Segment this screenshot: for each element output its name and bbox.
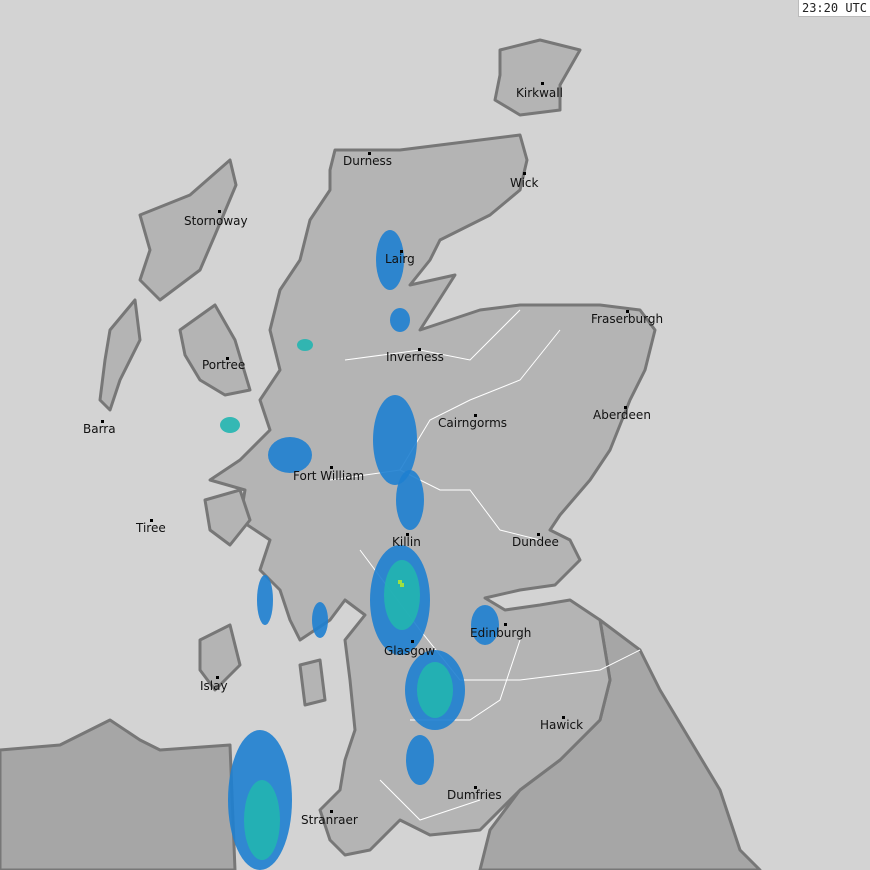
rain-cell bbox=[312, 602, 328, 638]
city-marker bbox=[562, 716, 565, 719]
rain-cell bbox=[376, 230, 404, 290]
islay bbox=[198, 623, 242, 692]
rain-cell bbox=[471, 605, 499, 645]
outer-hebrides bbox=[138, 158, 238, 302]
city-marker bbox=[368, 152, 371, 155]
city-label: Aberdeen bbox=[593, 408, 651, 422]
city-label: Inverness bbox=[386, 350, 444, 364]
city-label: Barra bbox=[83, 422, 116, 436]
rain-cell-heavy bbox=[398, 580, 402, 584]
city-label: Wick bbox=[510, 176, 539, 190]
city-marker bbox=[474, 786, 477, 789]
city-label: Cairngorms bbox=[438, 416, 508, 430]
city-label: Killin bbox=[392, 535, 421, 549]
mull bbox=[203, 488, 252, 547]
city-marker bbox=[411, 640, 414, 643]
city-marker bbox=[541, 82, 544, 85]
uists bbox=[98, 298, 142, 412]
city-marker bbox=[624, 406, 627, 409]
rain-cell bbox=[257, 575, 273, 625]
city-label: Edinburgh bbox=[470, 626, 532, 640]
city-label: Fort William bbox=[293, 469, 365, 483]
skye bbox=[178, 303, 252, 397]
rain-cell bbox=[390, 308, 410, 332]
city-label: Stornoway bbox=[184, 214, 248, 228]
rain-cell bbox=[417, 662, 453, 718]
rain-cell bbox=[396, 470, 424, 530]
city-label: Durness bbox=[343, 154, 393, 168]
city-label: Tiree bbox=[136, 521, 166, 535]
road bbox=[344, 309, 521, 361]
rain-cell-heavy bbox=[400, 583, 404, 587]
city-marker bbox=[150, 519, 153, 522]
rain-cell bbox=[384, 560, 420, 630]
rain-cell bbox=[406, 735, 434, 785]
city-marker bbox=[504, 623, 507, 626]
city-label: Hawick bbox=[540, 718, 584, 732]
city-marker bbox=[216, 676, 219, 679]
city-label: Dumfries bbox=[447, 788, 502, 802]
city-label: Fraserburgh bbox=[591, 312, 664, 326]
city-label: Lairg bbox=[385, 252, 415, 266]
city-marker bbox=[523, 172, 526, 175]
road bbox=[399, 469, 541, 541]
city-label: Kirkwall bbox=[516, 86, 563, 100]
rain-cell bbox=[244, 780, 280, 860]
arran bbox=[298, 658, 327, 707]
city-marker bbox=[330, 810, 333, 813]
city-label: Islay bbox=[200, 679, 228, 693]
city-marker bbox=[537, 533, 540, 536]
ireland-land bbox=[0, 718, 237, 870]
city-marker bbox=[218, 210, 221, 213]
road bbox=[379, 779, 481, 821]
rain-cell bbox=[297, 339, 313, 351]
city-marker bbox=[418, 348, 421, 351]
city-marker bbox=[626, 310, 629, 313]
city-marker bbox=[101, 420, 104, 423]
radar-precipitation bbox=[220, 230, 499, 870]
city-label: Dundee bbox=[512, 535, 559, 549]
city-marker bbox=[474, 414, 477, 417]
rain-cell bbox=[220, 417, 240, 433]
orkney bbox=[493, 38, 582, 117]
timestamp-label: 23:20 UTC bbox=[797, 0, 870, 17]
city-marker bbox=[406, 533, 409, 536]
rain-cell bbox=[268, 437, 312, 473]
city-marker bbox=[330, 466, 333, 469]
city-marker bbox=[400, 250, 403, 253]
city-label: Glasgow bbox=[384, 644, 436, 658]
rain-cell bbox=[373, 395, 417, 485]
city-label: Stranraer bbox=[301, 813, 358, 827]
city-marker bbox=[226, 357, 229, 360]
city-label: Portree bbox=[202, 358, 246, 372]
